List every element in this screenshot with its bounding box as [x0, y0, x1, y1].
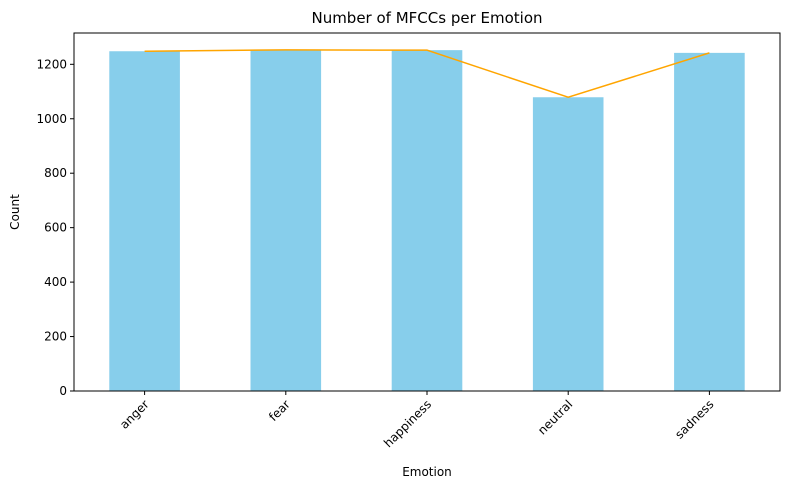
- x-tick-label-anger: anger: [117, 397, 152, 432]
- y-tick-label: 1200: [36, 57, 67, 71]
- bars-group: [109, 49, 745, 392]
- y-tick-label: 200: [44, 330, 67, 344]
- trend-line: [144, 49, 710, 99]
- bar-anger: [109, 51, 180, 392]
- y-tick-label: 800: [44, 166, 67, 180]
- bar-fear: [250, 49, 322, 391]
- bar-neutral: [532, 97, 604, 392]
- x-axis-label: Emotion: [402, 465, 452, 479]
- chart-title: Number of MFCCs per Emotion: [311, 9, 542, 27]
- bar-happiness: [391, 50, 463, 391]
- y-tick-label: 0: [59, 384, 67, 398]
- x-axis: anger fear happiness neutral sadness: [117, 391, 717, 450]
- y-axis: 0 200 400 600 800 1000 1200: [36, 57, 74, 398]
- bar-sadness: [674, 52, 745, 391]
- y-axis-label: Count: [8, 194, 22, 230]
- x-tick-label-fear: fear: [266, 397, 293, 424]
- y-tick-label: 400: [44, 275, 67, 289]
- x-tick-label-neutral: neutral: [535, 397, 575, 437]
- y-tick-label: 1000: [36, 112, 67, 126]
- y-tick-label: 600: [44, 221, 67, 235]
- x-tick-label-happiness: happiness: [381, 397, 434, 450]
- x-tick-label-sadness: sadness: [672, 397, 716, 441]
